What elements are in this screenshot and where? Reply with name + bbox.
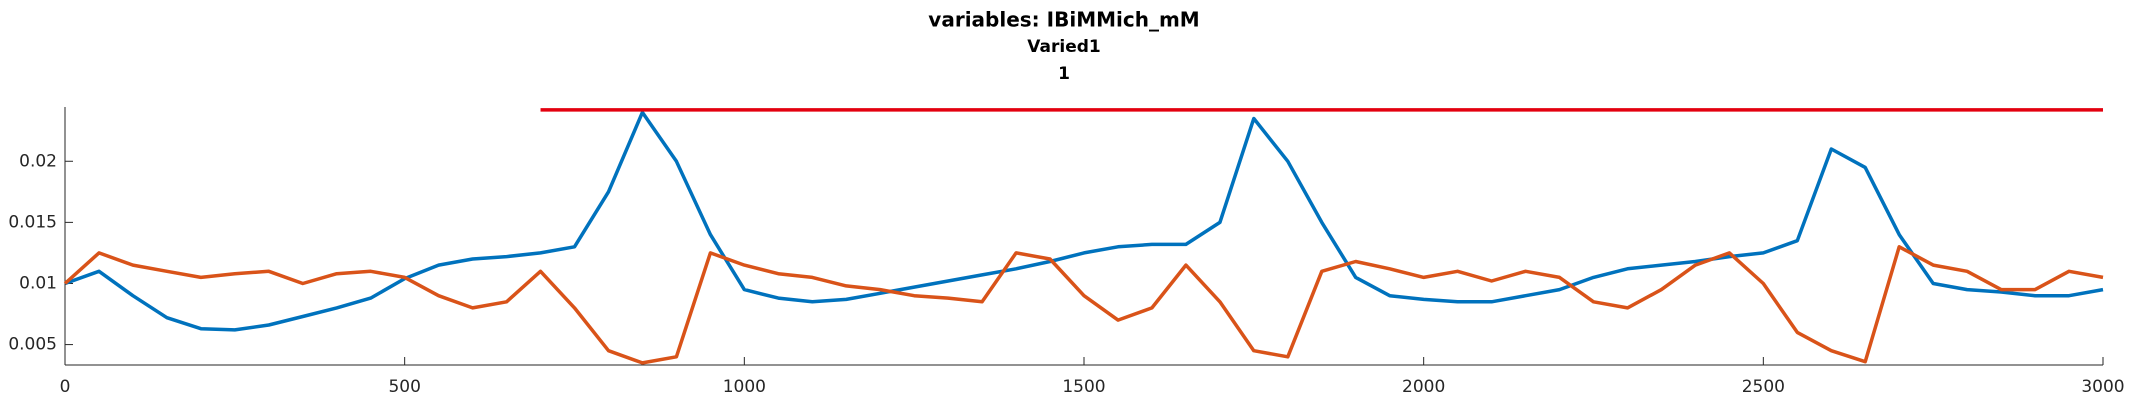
chart-subtitle: Varied1 [1027,37,1100,57]
chart-subtitle: 1 [1058,64,1070,84]
y-tick-label: 0.015 [8,212,57,232]
y-tick-label: 0.005 [8,335,57,355]
x-tick-label: 0 [60,377,71,397]
x-tick-label: 2000 [1402,377,1445,397]
x-tick-label: 2500 [1742,377,1785,397]
x-tick-label: 1500 [1062,377,1105,397]
x-tick-label: 3000 [2081,377,2124,397]
y-tick-label: 0.02 [19,151,57,171]
series-line [63,245,2104,365]
chart-title: variables: IBiMMich_mM [928,8,1199,32]
x-tick-label: 500 [388,377,420,397]
y-tick-label: 0.01 [19,273,57,293]
x-tick-label: 1000 [723,377,766,397]
